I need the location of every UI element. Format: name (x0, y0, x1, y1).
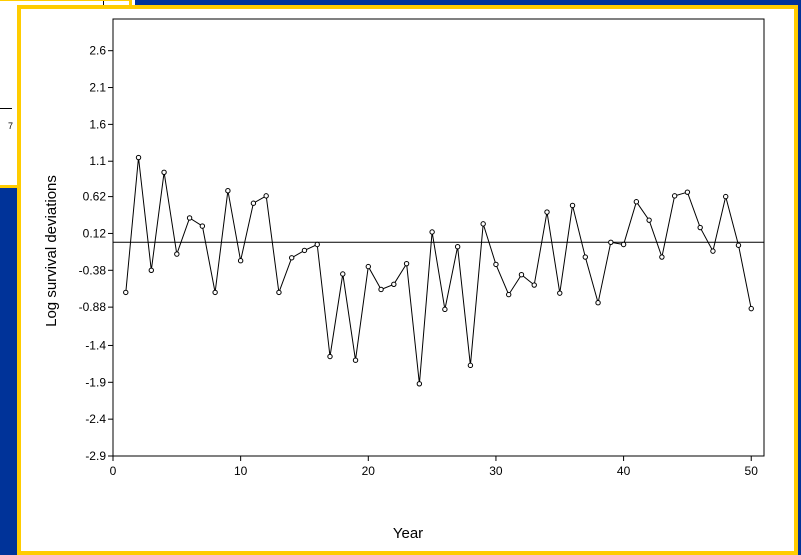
data-point (608, 239, 614, 245)
fragment-line (0, 108, 12, 109)
data-point (174, 251, 180, 257)
x-tick-label: 30 (489, 464, 503, 478)
data-point (135, 154, 142, 161)
data-point (710, 248, 716, 254)
data-point (340, 271, 346, 277)
data-point (429, 229, 435, 235)
data-point (365, 263, 371, 270)
x-tick-label: 10 (234, 464, 248, 478)
data-point (467, 362, 474, 369)
x-tick-label: 40 (617, 464, 631, 478)
data-point (531, 282, 537, 288)
data-point (391, 281, 397, 287)
data-point (161, 169, 167, 175)
data-point (225, 188, 231, 194)
data-point (403, 260, 410, 267)
y-tick-label: -0.38 (79, 263, 107, 277)
data-point (416, 381, 423, 387)
data-point (212, 289, 218, 296)
data-point (263, 193, 269, 199)
data-point (557, 290, 563, 296)
data-point (237, 258, 244, 264)
data-point (620, 241, 627, 248)
data-point (199, 223, 206, 229)
data-point (633, 199, 640, 205)
data-point (569, 202, 576, 209)
data-point (301, 247, 308, 254)
data-point (518, 272, 525, 278)
data-point (671, 193, 678, 199)
data-point (454, 244, 461, 250)
data-point (378, 286, 384, 293)
data-point (148, 267, 154, 273)
data-point (595, 300, 601, 306)
x-tick-label: 20 (362, 464, 376, 478)
y-tick-label: 2.6 (89, 44, 106, 58)
data-point (684, 189, 691, 195)
background-bar-top (135, 0, 801, 8)
chart-panel (17, 5, 798, 555)
data-point (123, 289, 129, 296)
plot-frame (112, 18, 765, 457)
y-tick-label: 2.1 (89, 81, 106, 95)
series-line (125, 157, 752, 384)
chart-series (123, 154, 754, 387)
x-axis-title: Year (393, 525, 423, 542)
chart-axes: 2.6 2.1 1.6 1.1 0.62 0.12 -0.38 -0.88 -1.4 -1.9 -2… (79, 18, 765, 478)
data-point (352, 357, 359, 363)
x-tick-label: 50 (745, 464, 759, 478)
data-point (442, 306, 448, 313)
data-point (506, 291, 512, 298)
data-point (748, 305, 754, 312)
data-point (582, 254, 588, 260)
y-tick-label: 1.6 (89, 117, 106, 131)
fragment-label: 7 (8, 121, 14, 131)
data-point (250, 200, 257, 206)
y-tick-label: -1.4 (85, 338, 106, 352)
y-tick-label: 1.1 (89, 154, 106, 168)
y-axis-title: Log survival deviations (43, 175, 60, 327)
data-point (659, 254, 665, 260)
y-tick-label: -1.9 (85, 375, 106, 389)
data-point (327, 353, 333, 360)
y-tick-label: -2.9 (85, 449, 106, 463)
background-bar-left (0, 185, 20, 555)
data-point (314, 241, 320, 248)
y-tick-label: 0.62 (83, 190, 107, 204)
data-point (289, 255, 295, 261)
y-tick-label: 0.12 (83, 226, 107, 240)
data-point (697, 224, 703, 231)
y-tick-label: -0.88 (79, 300, 107, 314)
data-point (646, 217, 652, 223)
background-bar-right (797, 0, 801, 555)
data-point (544, 209, 550, 215)
data-point (723, 193, 729, 200)
data-point (493, 261, 499, 268)
x-tick-label: 0 (110, 464, 117, 478)
data-point (276, 289, 282, 296)
data-point (186, 215, 193, 221)
data-point (480, 221, 486, 227)
data-point (735, 242, 742, 248)
y-tick-label: -2.4 (85, 412, 106, 426)
